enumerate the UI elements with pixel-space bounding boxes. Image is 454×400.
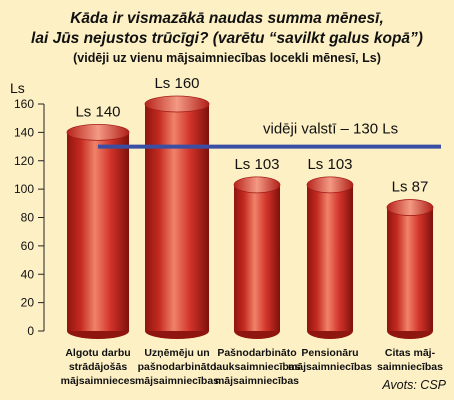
- category-label: pašnodarbināto: [138, 361, 217, 373]
- bar-top-cap: [306, 176, 354, 194]
- category-label: Pašnodarbināto: [217, 347, 296, 359]
- bar-body: [67, 132, 129, 331]
- data-labels-group: Ls 140 Ls 160 Ls 103 Ls 103 Ls 87: [75, 75, 428, 196]
- category-label: saimniecības: [377, 361, 443, 373]
- category-labels-group: Algotu darbu strādājošās mājsaimnieces Uzņē…: [61, 347, 443, 387]
- bar-data-label: Ls 160: [154, 75, 199, 92]
- category-label: mājsaimnieces: [61, 375, 136, 387]
- y-tick-label: 160: [14, 97, 34, 111]
- chart-title-line-2: lai Jūs nejustos trūcīgi? (varētu “savil…: [31, 30, 423, 47]
- y-axis-ticks: 0 20 40 60 80 100 120 140 160: [14, 97, 44, 338]
- bar: [233, 176, 281, 339]
- bar-base-fill: [145, 323, 209, 331]
- average-label: vidēji valstī – 130 Ls: [263, 121, 398, 138]
- bar-top-cap: [233, 176, 281, 194]
- bar-data-label: Ls 87: [392, 179, 429, 196]
- category-label: lauksaimniecības: [214, 361, 301, 373]
- category-label: mājsaimniecības: [215, 375, 299, 387]
- bar-data-label: Ls 103: [234, 156, 279, 173]
- y-tick-label: 20: [21, 296, 35, 310]
- category-label: Citas māj-: [385, 347, 436, 359]
- bar-body: [307, 184, 353, 331]
- bar-body: [145, 104, 209, 331]
- bar-body: [234, 184, 280, 331]
- y-tick-label: 100: [14, 182, 34, 196]
- bar-base-fill: [387, 323, 433, 331]
- bars-group: [66, 95, 434, 339]
- category-label: Uzņēmēju un: [144, 347, 209, 359]
- bar-top-cap: [66, 123, 130, 141]
- category-label: Algotu darbu: [65, 347, 130, 359]
- bar-data-label: Ls 140: [75, 103, 120, 120]
- bar-body: [387, 207, 433, 331]
- chart-title-line-1: Kāda ir vismazākā naudas summa mēnesī,: [70, 10, 384, 27]
- bar-top-cap: [386, 199, 434, 216]
- y-tick-label: 120: [14, 154, 34, 168]
- bar: [306, 176, 354, 339]
- bar: [66, 123, 130, 339]
- y-tick-label: 80: [21, 211, 35, 225]
- source-note: Avots: CSP: [381, 378, 446, 392]
- y-tick-label: 0: [27, 324, 34, 338]
- category-label: mājsaimniecības: [288, 361, 372, 373]
- category-label: mājsaimniecības: [135, 375, 219, 387]
- chart-subtitle: (vidēji uz vienu mājsaimniecības locekli…: [73, 51, 381, 65]
- y-tick-label: 40: [21, 267, 35, 281]
- bar-top-cap: [144, 95, 210, 113]
- category-label: strādājošās: [69, 361, 128, 373]
- y-tick-label: 140: [14, 125, 34, 139]
- bar-data-label: Ls 103: [307, 156, 352, 173]
- bar-base-fill: [307, 323, 353, 331]
- y-tick-label: 60: [21, 239, 35, 253]
- bar: [386, 199, 434, 339]
- bar-base-fill: [234, 323, 280, 331]
- bar: [144, 95, 210, 339]
- bar-base-fill: [67, 323, 129, 331]
- y-axis-unit-label: Ls: [10, 80, 25, 96]
- category-label: Pensionāru: [301, 347, 358, 359]
